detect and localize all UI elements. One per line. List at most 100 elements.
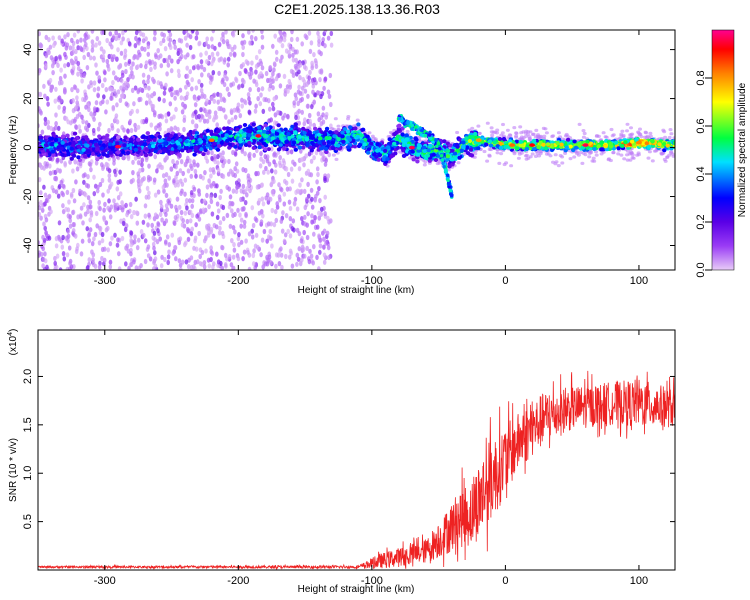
spectrogram-cell [292,100,297,106]
spectrogram-cell [251,261,256,267]
spectrogram-cell [233,114,238,120]
spectrogram-cell [141,219,146,225]
spectrogram-cell [205,184,210,190]
spectrogram-cell [91,114,95,120]
spectrogram-cell [543,127,548,131]
spectrogram-cell [207,178,211,184]
spectrogram-cell [46,101,50,107]
spectrogram-cell [288,233,293,239]
spectrogram-cell [293,122,298,127]
spectrogram-cell [236,236,241,242]
spectrogram-cell [70,70,75,76]
spectrogram-cell [59,158,64,164]
spectrogram-cell [265,192,270,198]
spectrogram-cell [144,117,149,123]
spectrogram-cell [253,216,258,222]
spectrogram-cell [323,43,327,49]
spectrogram-cell [312,77,317,83]
spectrogram-cell [168,101,173,107]
spectrogram-cell [164,211,168,217]
spectrogram-cell [57,220,62,226]
spectrogram-cell [186,81,191,88]
spectrogram-cell [302,79,307,85]
spectrogram-cell [287,199,292,205]
spectrogram-cell [173,215,178,221]
spectrogram-cell [217,105,221,112]
spectrogram-cell [128,118,133,124]
spectrogram-cell [212,169,216,175]
spectrogram-cell [538,150,543,154]
spectrogram-cell [217,230,222,236]
spectrogram-cell [638,127,642,131]
spectrogram-cell [223,114,228,120]
spectrogram-cell [200,249,205,256]
spectrogram-cell [252,248,256,254]
spectrogram-cell [186,168,191,174]
spectrogram-cell [260,196,265,202]
spectrogram-cell [231,32,236,38]
spectrogram-cell [151,241,156,247]
spectrogram-cell [123,48,128,54]
spectrogram-cell [164,203,169,209]
spectrogram-cell [113,232,117,238]
spectrogram-cell [171,158,175,165]
spectrogram-cell [241,51,245,58]
spectrogram-cell [109,53,114,59]
spectrogram-cell [272,61,277,67]
spectrogram-cell [197,230,201,237]
spectrogram-cell [256,96,261,102]
spectrogram-cell [43,192,48,198]
spectrogram-cell [251,252,256,259]
spectrogram-cell [209,226,214,232]
spectrogram-cell [204,248,208,254]
spectrogram-cell [73,233,78,239]
spectrogram-cell [322,252,327,258]
spectrogram-cell [287,254,292,260]
spectrogram-cell [318,77,322,83]
spectrogram-cell [259,92,263,98]
spectrogram-cell [637,133,642,137]
spectrogram-cell [143,213,148,219]
spectrogram-cell [196,63,200,69]
spectrogram-cell [246,173,251,179]
spectrogram-cell [564,132,569,137]
spectrogram-cell [248,87,252,93]
spectrogram-cell [291,218,296,224]
spectrogram-cell [116,179,120,185]
spectrogram-cell [500,131,505,135]
spectrogram-cell [164,239,168,245]
spectrogram-cell [161,37,166,44]
spectrogram-cell [516,156,521,160]
spectrogram-cell [327,219,331,225]
spectrogram-cell [611,150,616,155]
spectrogram-cell [297,69,301,75]
spectrogram-cell [199,82,204,88]
spectrogram-cell [242,39,247,45]
spectrogram-cell [279,246,283,252]
spectrogram-cell [177,204,182,210]
spectrogram-cell [526,130,531,134]
spectrogram-cell [228,168,233,174]
spectrogram-cell [282,201,287,207]
spectrogram-cell [117,32,121,39]
spectrogram-cell [131,74,135,80]
spectrogram-cell [169,126,174,132]
spectrogram-cell [239,188,244,194]
spectrogram-cell [246,249,250,255]
spectrogram-cell [152,245,156,251]
spectrogram-cell [63,63,67,69]
spectrogram-cell [92,80,97,86]
spectrogram-cell [100,162,104,168]
spectrogram-cell [57,35,62,41]
spectrogram-cell [254,147,259,154]
spectrogram-cell [236,256,241,262]
spectrogram-cell [199,59,204,65]
spectrogram-cell [250,60,254,66]
spectrogram-cell [175,179,180,185]
spectrogram-marks [38,30,675,270]
spectrogram-cell [232,107,237,113]
spectrogram-cell [65,133,70,138]
spectrogram-cell [277,182,281,188]
spectrogram-cell [300,177,304,183]
spectrogram-cell [153,30,157,36]
